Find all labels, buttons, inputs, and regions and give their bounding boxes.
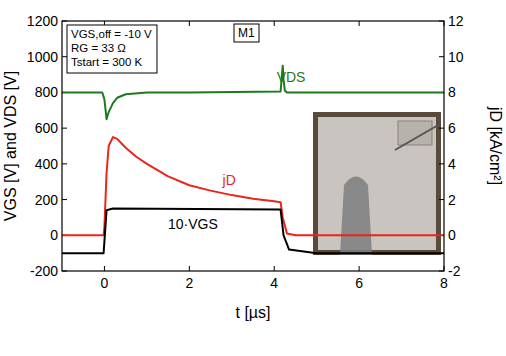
- y-tick-label: 800: [35, 84, 59, 100]
- y2-tick-label: -2: [448, 263, 461, 279]
- y-tick-label: 200: [35, 192, 59, 208]
- y-tick-label: 1200: [27, 13, 58, 29]
- series-label: VDS: [277, 69, 306, 85]
- y2-tick-label: 0: [448, 227, 456, 243]
- x-tick: [104, 266, 105, 271]
- y2-tick-label: 2: [448, 192, 456, 208]
- series-label: 10·VGS: [168, 216, 218, 232]
- inset-probe: [340, 177, 372, 256]
- y2-tick-label: 6: [448, 120, 456, 136]
- y-tick-label: -200: [30, 263, 58, 279]
- x-tick-top: [359, 21, 360, 26]
- x-tick-label: 4: [270, 275, 278, 291]
- x-axis-title: t [µs]: [236, 304, 271, 321]
- annotation: VGS,off = -10 V: [71, 28, 152, 40]
- y-tick: [62, 56, 67, 57]
- x-tick-top: [274, 21, 275, 26]
- y2-tick-label: 4: [448, 156, 456, 172]
- x-tick: [189, 266, 190, 271]
- inset-frame: [313, 112, 441, 255]
- x-tick: [359, 266, 360, 271]
- y-tick-label: 400: [35, 156, 59, 172]
- series-line: [62, 209, 444, 254]
- series-line: [62, 66, 444, 120]
- sample-tag-box: [234, 24, 259, 42]
- series-line: [62, 137, 444, 235]
- y2-tick: [439, 128, 444, 129]
- x-tick-label: 6: [355, 275, 363, 291]
- series-group: [62, 66, 444, 254]
- x-tick-label: 0: [101, 275, 109, 291]
- y2-tick-label: 8: [448, 84, 456, 100]
- series-label: jD: [222, 172, 236, 188]
- annotation: RG = 33 Ω: [71, 42, 126, 54]
- chart: 0 2 4 6 8 -200 0 200 400 600 800 1000 1200 -2 0 2 4 6 8 10 1…: [0, 0, 506, 356]
- inset-needle: [395, 124, 440, 150]
- annotation: Tstart = 300 K: [71, 56, 143, 68]
- inset-photo: [313, 112, 441, 255]
- y-tick-label: 0: [50, 227, 58, 243]
- x-tick-label: 2: [185, 275, 193, 291]
- annotation-box: [67, 25, 157, 73]
- y2-tick-label: 10: [448, 49, 464, 65]
- y2-axis-title: jD [kA/cm²]: [487, 106, 504, 185]
- y2-tick: [439, 163, 444, 164]
- y-tick: [62, 128, 67, 129]
- plot-frame: [62, 21, 444, 271]
- x-tick-label: 8: [440, 275, 448, 291]
- y-axis-title: VGS [V] and VDS [V]: [2, 71, 19, 221]
- y2-tick-label: 12: [448, 13, 464, 29]
- x-tick: [274, 266, 275, 271]
- x-tick-top: [189, 21, 190, 26]
- y-tick-label: 1000: [27, 49, 58, 65]
- y-tick-label: 600: [35, 120, 59, 136]
- y-tick: [62, 199, 67, 200]
- y2-tick: [439, 199, 444, 200]
- y2-tick: [439, 56, 444, 57]
- y-tick: [62, 163, 67, 164]
- inset-pad: [398, 121, 432, 145]
- sample-tag: M1: [238, 26, 255, 40]
